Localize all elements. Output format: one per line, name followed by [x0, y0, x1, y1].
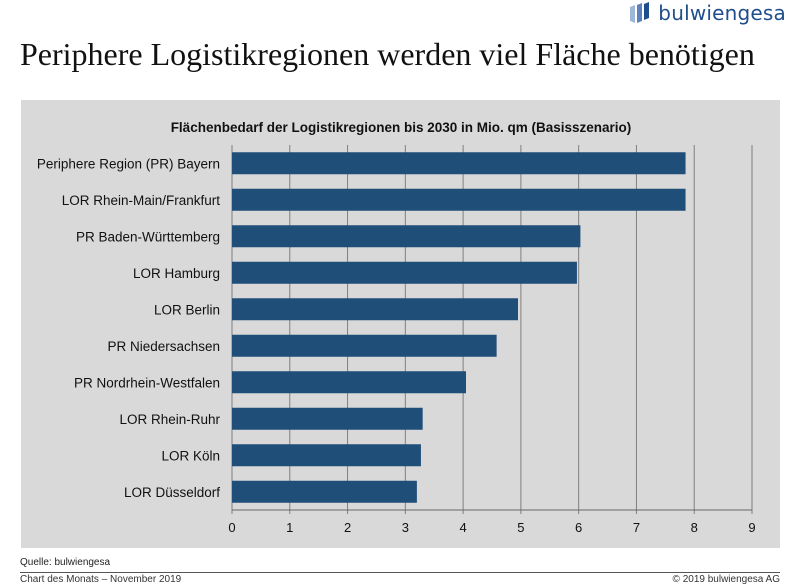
category-label: PR Nordrhein-Westfalen — [74, 375, 220, 390]
x-tick-label: 0 — [228, 520, 235, 535]
chart-title: Flächenbedarf der Logistikregionen bis 2… — [171, 120, 632, 135]
category-label: LOR Rhein-Ruhr — [119, 412, 220, 427]
bar-chart: Flächenbedarf der Logistikregionen bis 2… — [37, 120, 756, 535]
x-tick-label: 6 — [575, 520, 582, 535]
category-label: LOR Düsseldorf — [124, 485, 220, 500]
x-tick-label: 9 — [748, 520, 755, 535]
x-tick-label: 3 — [402, 520, 409, 535]
x-tick-label: 4 — [459, 520, 466, 535]
category-label: PR Niedersachsen — [107, 339, 220, 354]
bar — [232, 225, 581, 248]
bar — [232, 188, 686, 211]
brand-logo: bulwiengesa — [628, 0, 786, 26]
category-label: Periphere Region (PR) Bayern — [37, 156, 220, 171]
x-tick-label: 5 — [517, 520, 524, 535]
chart-panel: Flächenbedarf der Logistikregionen bis 2… — [21, 100, 780, 548]
bar — [232, 444, 421, 467]
bulwiengesa-logo-icon — [630, 2, 650, 23]
bar — [232, 334, 497, 357]
category-label: LOR Köln — [161, 448, 220, 463]
bar — [232, 480, 417, 503]
x-tick-label: 7 — [633, 520, 640, 535]
category-label: LOR Hamburg — [133, 266, 220, 281]
category-label: LOR Berlin — [154, 302, 220, 317]
page-title: Periphere Logistikregionen werden viel F… — [20, 36, 755, 72]
bar — [232, 298, 518, 321]
x-tick-label: 2 — [344, 520, 351, 535]
bar — [232, 152, 686, 175]
category-label: PR Baden-Württemberg — [76, 229, 220, 244]
bar — [232, 407, 423, 430]
x-tick-label: 1 — [286, 520, 293, 535]
bar — [232, 261, 577, 284]
category-label: LOR Rhein-Main/Frankfurt — [62, 193, 221, 208]
source-note: Quelle: bulwiengesa — [20, 557, 111, 568]
footer-divider — [20, 572, 780, 573]
brand-name: bulwiengesa — [658, 1, 786, 25]
x-tick-label: 8 — [691, 520, 698, 535]
bar — [232, 371, 466, 394]
